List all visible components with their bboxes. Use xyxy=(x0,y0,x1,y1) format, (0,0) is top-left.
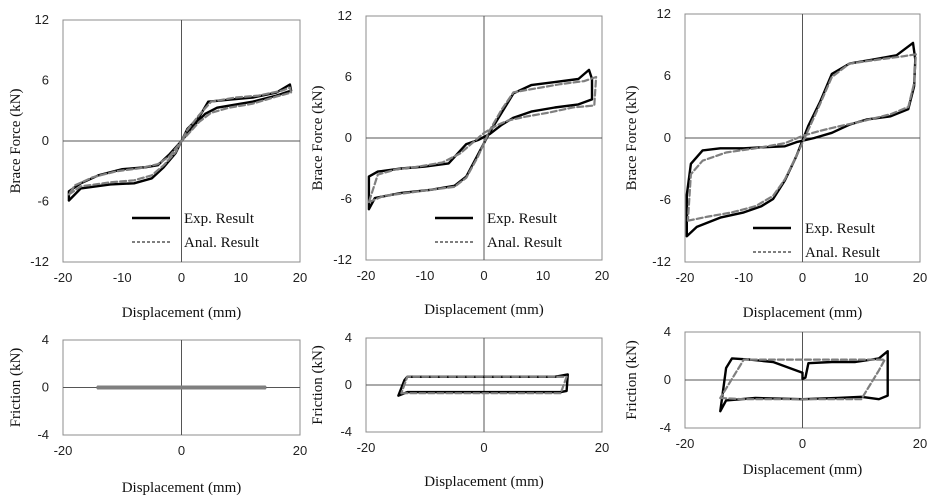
chart-panel-1: 12 6 0 -6 -12 -20 -10 0 10 20 Displacement (mm) Bra… xyxy=(8,12,307,321)
x-tick-label: -20 xyxy=(676,436,695,451)
x-tick-label: 10 xyxy=(536,268,550,283)
x-tick-label: 10 xyxy=(854,270,868,285)
legend-label: Anal. Result xyxy=(184,235,260,251)
series-line-anal-result xyxy=(686,53,917,222)
x-tick-label: 0 xyxy=(799,270,806,285)
y-tick-label: -12 xyxy=(30,254,49,269)
y-tick-label: 0 xyxy=(345,130,352,145)
x-axis-label: Displacement (mm) xyxy=(122,480,242,496)
y-tick-label: 0 xyxy=(664,130,671,145)
x-axis-label: Displacement (mm) xyxy=(743,305,863,321)
x-tick-label: -10 xyxy=(416,268,435,283)
legend-label: Exp. Result xyxy=(487,211,558,227)
y-tick-label: -12 xyxy=(652,254,671,269)
y-tick-label: 4 xyxy=(664,324,671,339)
x-tick-label: -20 xyxy=(676,270,695,285)
y-tick-label: 0 xyxy=(42,380,49,395)
y-tick-label: 0 xyxy=(42,133,49,148)
x-tick-label: 20 xyxy=(913,436,927,451)
series-line-exp-result xyxy=(685,41,917,238)
legend-label: Anal. Result xyxy=(805,245,881,261)
y-tick-label: 6 xyxy=(42,73,49,88)
x-tick-label: 20 xyxy=(595,440,609,455)
y-tick-label: -4 xyxy=(659,420,671,435)
legend-label: Exp. Result xyxy=(184,211,255,227)
x-tick-label: -20 xyxy=(357,268,376,283)
x-tick-label: -10 xyxy=(734,270,753,285)
x-tick-label: -20 xyxy=(357,440,376,455)
x-axis-label: Displacement (mm) xyxy=(122,305,242,321)
y-tick-label: -6 xyxy=(37,194,49,209)
x-axis-label: Displacement (mm) xyxy=(424,302,544,318)
x-tick-label: 0 xyxy=(480,440,487,455)
legend-label: Exp. Result xyxy=(805,221,876,237)
x-tick-label: 0 xyxy=(178,443,185,458)
x-tick-label: -20 xyxy=(54,443,73,458)
series-line-anal-result xyxy=(67,86,293,196)
y-tick-label: -12 xyxy=(333,252,352,267)
y-tick-label: -6 xyxy=(340,191,352,206)
x-tick-label: 10 xyxy=(234,270,248,285)
y-tick-label: 6 xyxy=(664,68,671,83)
y-tick-label: 4 xyxy=(345,330,352,345)
y-tick-label: 0 xyxy=(664,372,671,387)
y-axis-label: Friction (kN) xyxy=(8,348,24,428)
x-tick-label: -10 xyxy=(113,270,132,285)
y-tick-label: -6 xyxy=(659,192,671,207)
y-axis-label: Brace Force (kN) xyxy=(310,86,326,191)
x-tick-label: 0 xyxy=(178,270,185,285)
chart-panel-6: 4 0 -4 -20 0 20 Displacement (mm) Friction (kN) xyxy=(624,324,927,478)
chart-panel-4: 4 0 -4 -20 0 20 Displacement (mm) Friction (kN) xyxy=(8,332,307,496)
y-axis-label: Brace Force (kN) xyxy=(8,89,24,194)
legend: Exp. Result Anal. Result xyxy=(753,221,881,261)
legend: Exp. Result Anal. Result xyxy=(435,211,563,251)
chart-panel-3: 12 6 0 -6 -12 -20 -10 0 10 20 Displacement (mm) Bra… xyxy=(624,6,927,321)
y-tick-label: 6 xyxy=(345,69,352,84)
chart-panel-2: 12 6 0 -6 -12 -20 -10 0 10 20 Displacement (mm) Bra… xyxy=(310,8,609,318)
x-axis-label: Displacement (mm) xyxy=(424,474,544,490)
y-tick-label: 12 xyxy=(657,6,671,21)
x-tick-label: 0 xyxy=(480,268,487,283)
series-line-exp-result xyxy=(367,68,594,211)
legend: Exp. Result Anal. Result xyxy=(132,211,260,251)
x-tick-label: 20 xyxy=(293,443,307,458)
series-line-anal-result xyxy=(367,75,598,204)
x-tick-label: -20 xyxy=(54,270,73,285)
chart-panel-5: 4 0 -4 -20 0 20 Displacement (mm) Friction (kN) xyxy=(310,330,609,490)
x-tick-label: 20 xyxy=(293,270,307,285)
x-tick-label: 20 xyxy=(913,270,927,285)
series-line-anal-result xyxy=(400,375,568,395)
x-axis-label: Displacement (mm) xyxy=(743,462,863,478)
y-tick-label: 12 xyxy=(35,12,49,27)
y-tick-label: 12 xyxy=(338,8,352,23)
y-axis-label: Friction (kN) xyxy=(624,340,640,420)
legend-label: Anal. Result xyxy=(487,235,563,251)
y-tick-label: -4 xyxy=(37,427,49,442)
y-axis-label: Friction (kN) xyxy=(310,345,326,425)
series-line-anal-result xyxy=(719,358,886,401)
y-tick-label: 4 xyxy=(42,332,49,347)
y-tick-label: -4 xyxy=(340,424,352,439)
y-tick-label: 0 xyxy=(345,377,352,392)
x-tick-label: 0 xyxy=(799,436,806,451)
y-axis-label: Brace Force (kN) xyxy=(624,86,640,191)
x-tick-label: 20 xyxy=(595,268,609,283)
